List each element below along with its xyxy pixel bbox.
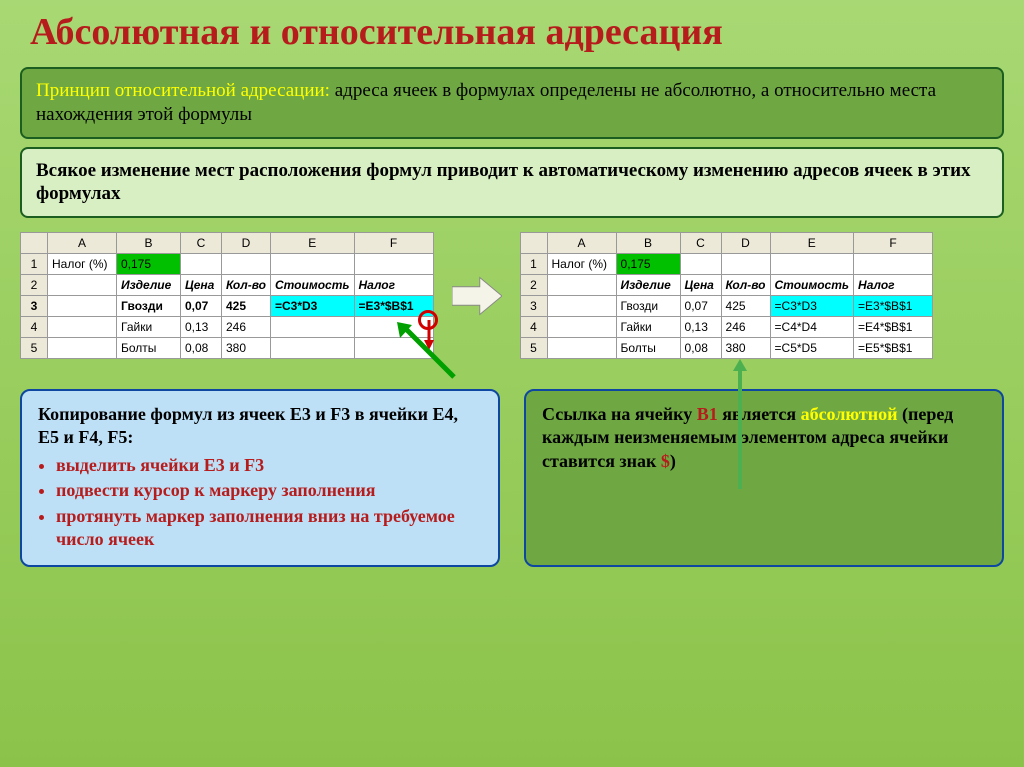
table-cell[interactable]: 380 [721,338,770,359]
table-cell[interactable]: Налог (%) [48,254,117,275]
abs-cell: B1 [697,404,718,424]
table-cell[interactable]: 425 [721,296,770,317]
table-cell[interactable]: 246 [222,317,271,338]
rule-box: Всякое изменение мест расположения форму… [20,147,1004,219]
table-cell[interactable]: Гвозди [117,296,181,317]
table-cell[interactable] [48,338,117,359]
copy-lead: Копирование формул из ячеек E3 и F3 в яч… [38,403,482,450]
table-cell[interactable] [222,254,271,275]
table-cell[interactable]: 0,175 [616,254,680,275]
table-cell[interactable]: Цена [680,275,721,296]
table-cell[interactable]: Болты [117,338,181,359]
table-cell[interactable]: 0,13 [680,317,721,338]
table-cell[interactable]: Налог [354,275,433,296]
arrow-green-icon [394,322,464,382]
table-cell[interactable] [271,254,355,275]
table-cell[interactable]: =C3*D3 [271,296,355,317]
table-cell[interactable]: Цена [181,275,222,296]
principle-box: Принцип относительной адресации: адреса … [20,67,1004,139]
table-cell[interactable] [271,317,355,338]
table-cell[interactable]: Стоимость [770,275,854,296]
table-cell[interactable] [547,338,616,359]
list-item: протянуть маркер заполнения вниз на треб… [56,505,482,552]
table-cell[interactable]: Гайки [616,317,680,338]
table-cell[interactable]: =C3*D3 [770,296,854,317]
table-cell[interactable] [547,317,616,338]
excel-table-left: ABCDEF1Налог (%)0,1752ИзделиеЦенаКол-воС… [20,232,434,359]
arrow-right-icon [452,276,502,316]
table-cell[interactable] [721,254,770,275]
table-cell[interactable] [547,275,616,296]
absolute-ref-box: Ссылка на ячейку B1 является абсолютной … [524,389,1004,567]
table-cell[interactable]: Налог (%) [547,254,616,275]
list-item: подвести курсор к маркеру заполнения [56,479,482,502]
table-cell[interactable]: Гайки [117,317,181,338]
table-cell[interactable]: 0,13 [181,317,222,338]
table-cell[interactable] [271,338,355,359]
table-cell[interactable]: Болты [616,338,680,359]
table-cell[interactable] [48,275,117,296]
table-cell[interactable]: =E4*$B$1 [854,317,933,338]
table-cell[interactable] [181,254,222,275]
abs-t4: ) [670,451,676,471]
table-cell[interactable]: 0,08 [181,338,222,359]
table-cell[interactable]: Изделие [117,275,181,296]
copy-instructions-box: Копирование формул из ячеек E3 и F3 в яч… [20,389,500,567]
list-item: выделить ячейки E3 и F3 [56,454,482,477]
table-cell[interactable]: 380 [222,338,271,359]
table-cell[interactable] [770,254,854,275]
abs-word: абсолютной [801,404,898,424]
excel-table-right: ABCDEF1Налог (%)0,1752ИзделиеЦенаКол-воС… [520,232,934,359]
abs-t1: Ссылка на ячейку [542,404,697,424]
table-cell[interactable]: Стоимость [271,275,355,296]
copy-steps-list: выделить ячейки E3 и F3подвести курсор к… [38,454,482,552]
table-cell[interactable]: Гвозди [616,296,680,317]
table-cell[interactable]: =C5*D5 [770,338,854,359]
table-cell[interactable] [547,296,616,317]
table-cell[interactable]: Кол-во [222,275,271,296]
table-cell[interactable] [680,254,721,275]
table-cell[interactable]: 0,08 [680,338,721,359]
table-cell[interactable]: 425 [222,296,271,317]
table-cell[interactable]: Кол-во [721,275,770,296]
table-cell[interactable]: Налог [854,275,933,296]
table-cell[interactable] [48,296,117,317]
arrow-up-green-icon [730,359,750,489]
table-cell[interactable]: Изделие [616,275,680,296]
table-cell[interactable] [48,317,117,338]
page-title: Абсолютная и относительная адресация [0,0,1024,59]
principle-highlight: Принцип относительной адресации: [36,80,330,101]
table-cell[interactable]: 0,07 [680,296,721,317]
table-cell[interactable]: 0,175 [117,254,181,275]
table-cell[interactable]: 0,07 [181,296,222,317]
abs-dollar: $ [661,451,670,471]
table-cell[interactable]: =E5*$B$1 [854,338,933,359]
tables-row: ABCDEF1Налог (%)0,1752ИзделиеЦенаКол-воС… [20,232,1004,359]
table-cell[interactable]: =E3*$B$1 [854,296,933,317]
table-cell[interactable]: =C4*D4 [770,317,854,338]
table-cell[interactable]: 246 [721,317,770,338]
info-row: Копирование формул из ячеек E3 и F3 в яч… [20,389,1004,567]
table-cell[interactable] [354,254,433,275]
table-cell[interactable] [854,254,933,275]
